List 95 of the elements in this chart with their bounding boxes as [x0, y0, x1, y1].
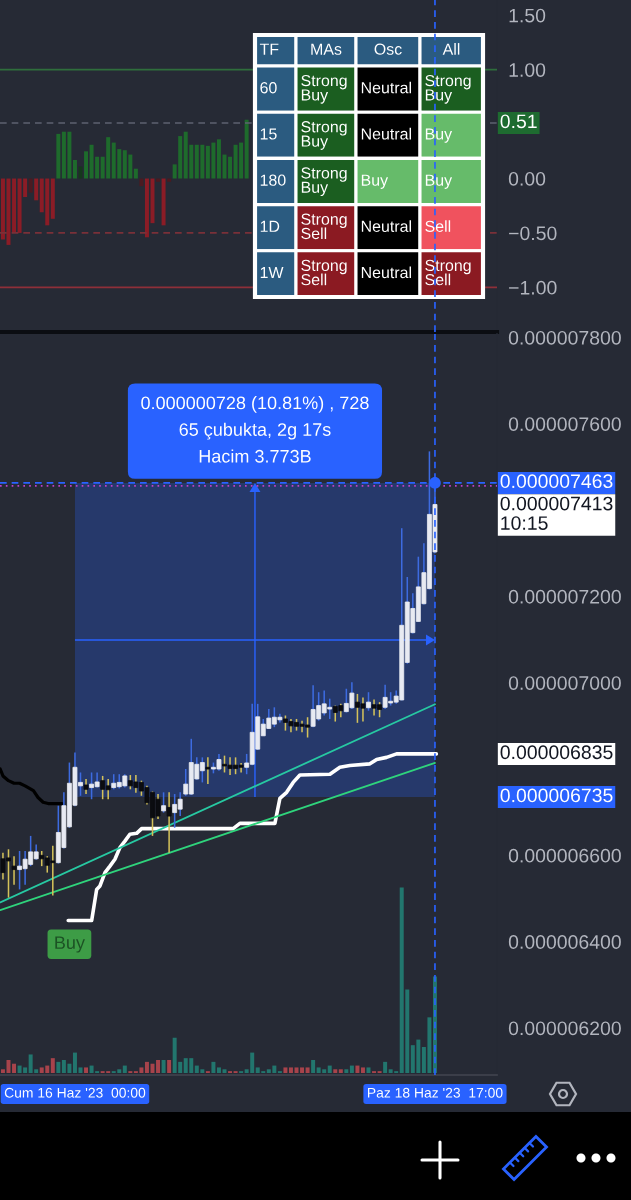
text: Neutral: [361, 266, 411, 279]
category-label: MAs: [311, 43, 342, 55]
y-tick-label: 0.000007000: [508, 676, 621, 690]
bar: [288, 1067, 293, 1073]
bar: [139, 178, 144, 187]
text: Neutral: [361, 127, 411, 140]
bar: [311, 1060, 316, 1073]
bar: [167, 178, 172, 182]
text: 0.000007413 10:15: [500, 496, 613, 530]
bar: [50, 1058, 55, 1073]
category-label: TF: [259, 43, 279, 55]
text: Strong Buy: [425, 74, 471, 104]
bar: [12, 178, 17, 233]
ref-line-label: 0.51: [500, 114, 537, 129]
bar: [144, 1061, 149, 1073]
category-label: All: [442, 43, 460, 55]
x-tick-label: Cum 16 Haz '23 00:00: [4, 1087, 146, 1098]
bar: [156, 1060, 161, 1073]
y-tick-label: −0.50: [509, 226, 557, 241]
y-tick-label: 1.50: [509, 8, 546, 23]
bar: [56, 1061, 61, 1073]
text: Neutral: [361, 81, 411, 94]
bar: [50, 178, 55, 219]
y-tick-label: −1.00: [509, 280, 557, 295]
bar: [355, 1065, 360, 1073]
text: 1W: [260, 267, 284, 279]
bar: [360, 1067, 365, 1073]
text: Sell: [425, 220, 451, 232]
text: 0.000006735: [500, 788, 613, 803]
candlestick: [161, 791, 166, 814]
bar: [300, 1067, 305, 1073]
text: 15: [260, 128, 277, 140]
bar: [144, 178, 149, 238]
text: Strong Buy: [301, 74, 347, 104]
annotation: Hacim 3.773B: [199, 449, 311, 463]
y-tick-label: 0.000007800: [508, 330, 621, 345]
bar: [216, 139, 221, 179]
bar: [161, 178, 166, 226]
y-tick-label: 1.00: [509, 63, 546, 77]
line-series: [0, 767, 64, 806]
bar: [216, 1067, 221, 1073]
candlestick: [11, 855, 17, 886]
text: Strong Buy: [301, 167, 347, 197]
bar: [211, 1061, 216, 1073]
bar: [305, 1067, 310, 1073]
text: Strong Buy: [301, 121, 347, 150]
bar: [12, 1063, 17, 1073]
candlestick: [366, 691, 371, 712]
annotation: 65 çubukta, 2g 17s: [179, 422, 331, 440]
text: 60: [260, 82, 277, 94]
text: 0.000006835: [500, 745, 613, 760]
bar: [344, 1069, 349, 1073]
text: Strong Sell: [425, 259, 471, 286]
bar: [333, 1069, 338, 1073]
bar: [72, 160, 77, 179]
y-tick-label: 0.000007200: [508, 589, 621, 604]
bar: [244, 119, 249, 179]
bar: [72, 1052, 77, 1073]
x-tick-label: Paz 18 Haz '23 17:00: [368, 1087, 503, 1098]
text: 0.000007463: [500, 474, 613, 489]
y-tick-label: 0.000006600: [508, 848, 621, 863]
bar: [122, 1065, 127, 1073]
text: Buy: [361, 174, 389, 189]
category-label: Osc: [374, 43, 402, 55]
y-tick-label: 0.000007600: [508, 417, 621, 431]
y-tick-label: 0.000006400: [508, 935, 621, 949]
bar: [161, 1060, 166, 1073]
bar: [28, 178, 33, 193]
bar: [156, 178, 161, 182]
bar: [167, 1060, 172, 1073]
bar: [349, 1065, 354, 1073]
bar: [283, 1067, 288, 1073]
y-tick-label: 0.000006200: [508, 1021, 621, 1036]
text: Buy: [425, 128, 453, 143]
text: Strong Sell: [301, 259, 347, 286]
text: Strong Sell: [301, 213, 347, 240]
bar: [56, 133, 61, 179]
annotation: 0.000000728 (10.81%) , 728: [141, 396, 369, 413]
annotation: Buy: [55, 936, 85, 953]
bar: [338, 1069, 343, 1073]
text: Neutral: [361, 220, 411, 232]
bar: [228, 156, 233, 179]
line-series: [66, 752, 439, 923]
bar: [327, 1065, 332, 1073]
candlestick: [166, 791, 172, 854]
text: 1D: [260, 220, 280, 232]
candlestick: [205, 756, 211, 785]
bar: [34, 178, 39, 201]
text: Buy: [425, 174, 453, 189]
y-tick-label: 0.00: [508, 171, 546, 186]
text: 180: [260, 174, 286, 186]
bar: [84, 1067, 89, 1073]
bar: [133, 168, 138, 179]
bar: [84, 151, 89, 179]
bar: [383, 1061, 388, 1073]
